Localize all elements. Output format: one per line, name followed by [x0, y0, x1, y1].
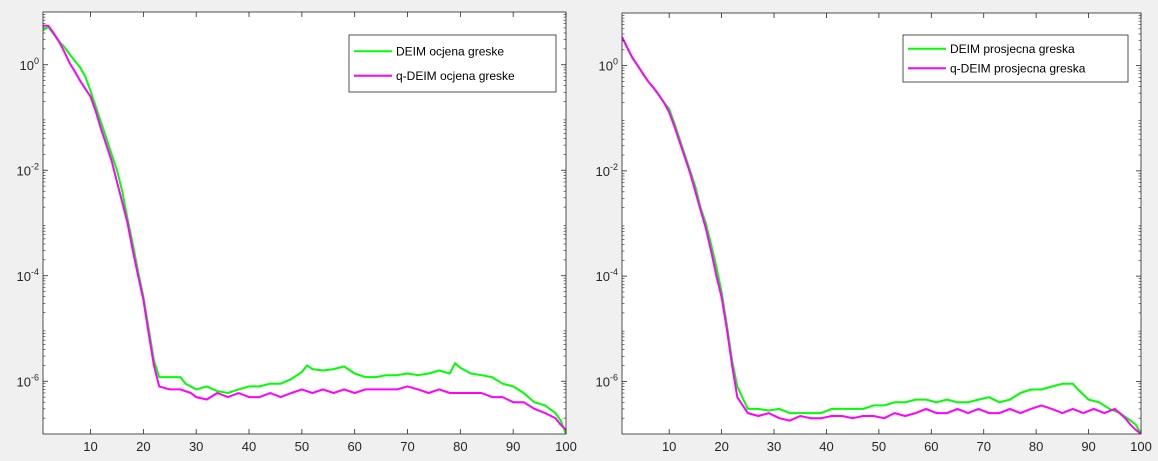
x-tick-label: 30	[767, 439, 781, 454]
y-tick-label: 100	[599, 57, 618, 74]
axes-frame	[42, 11, 567, 435]
series-line-qdeim	[622, 36, 1141, 434]
x-tick-label: 80	[453, 439, 467, 454]
y-tick-label: 10-4	[17, 267, 39, 284]
x-tick-label: 50	[872, 439, 886, 454]
series-line-deim	[43, 26, 566, 434]
x-tick-label: 40	[242, 439, 256, 454]
y-tick-label: 10-6	[17, 372, 39, 389]
left-chart: 10 20 30 40 50 60 70 80 90 100 100 10-2 10-4 10-6 DEIM…	[17, 11, 577, 454]
x-tick-label: 20	[714, 439, 728, 454]
x-tick-label: 90	[506, 439, 520, 454]
plot-area	[622, 13, 1141, 434]
x-tick-label: 60	[347, 439, 361, 454]
y-tick-label: 10-4	[596, 267, 618, 284]
x-tick-label: 50	[295, 439, 309, 454]
y-tick-label: 10-6	[596, 372, 618, 389]
x-tick-label: 80	[1029, 439, 1043, 454]
series-group	[622, 36, 1141, 434]
x-tick-label: 10	[662, 439, 676, 454]
legend-box	[902, 34, 1129, 83]
x-tick-label: 70	[976, 439, 990, 454]
legend-box	[348, 34, 557, 93]
legend-label-qdeim: q-DEIM prosjecna greska	[950, 61, 1086, 75]
x-tick-label: 100	[555, 439, 577, 454]
right-chart: 10 20 30 40 50 60 70 80 90 100 100 10-2 10-4 10-6 DEIM…	[596, 12, 1152, 454]
legend-label-qdeim: q-DEIM ocjena greske	[396, 69, 515, 83]
x-tick-label: 100	[1130, 439, 1152, 454]
axes-frame	[621, 12, 1142, 435]
y-tick-label: 10-2	[596, 162, 618, 179]
x-tick-label: 30	[189, 439, 203, 454]
legend: DEIM ocjena greske q-DEIM ocjena greske	[348, 34, 557, 93]
x-tick-label: 90	[1081, 439, 1095, 454]
x-tick-label: 70	[400, 439, 414, 454]
legend-label-deim: DEIM prosjecna greska	[950, 42, 1075, 56]
y-tick-label: 10-2	[17, 161, 39, 178]
x-tick-label: 40	[819, 439, 833, 454]
series-line-qdeim	[43, 24, 566, 431]
y-tick-label: 100	[20, 56, 39, 73]
legend: DEIM prosjecna greska q-DEIM prosjecna gr…	[902, 34, 1129, 83]
x-tick-label: 20	[136, 439, 150, 454]
x-tick-label: 10	[83, 439, 97, 454]
series-group	[43, 24, 566, 434]
legend-label-deim: DEIM ocjena greske	[396, 44, 504, 58]
x-tick-label: 60	[924, 439, 938, 454]
